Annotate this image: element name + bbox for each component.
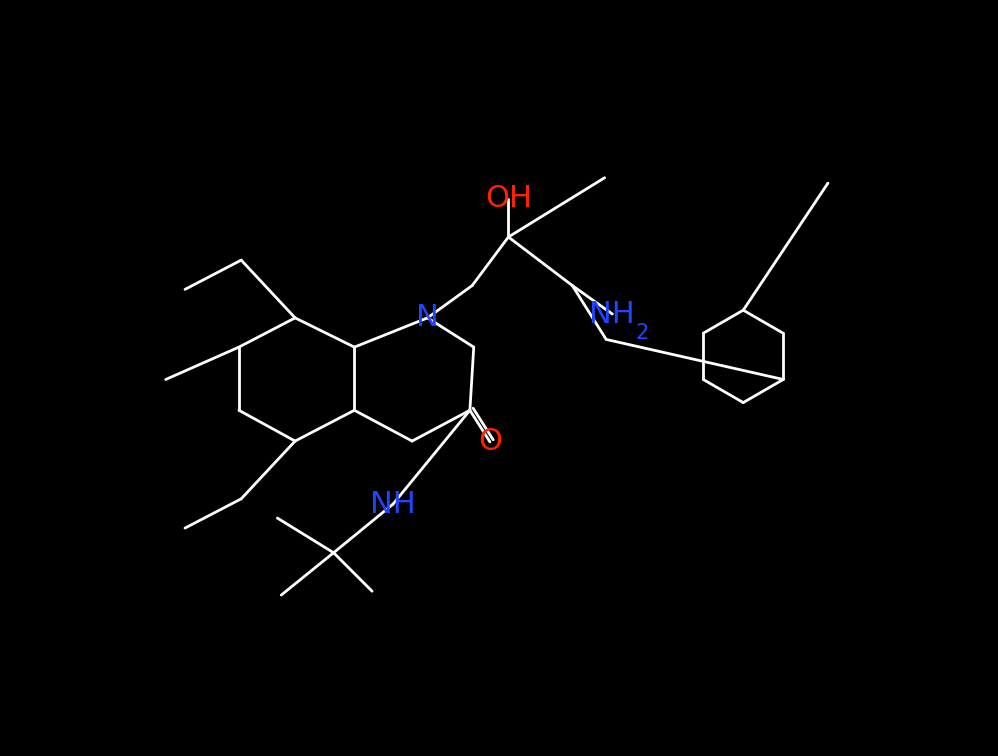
Text: NH: NH	[370, 490, 416, 519]
Text: NH: NH	[590, 299, 635, 329]
Text: N: N	[416, 303, 439, 333]
Text: 2: 2	[636, 324, 649, 343]
Text: O: O	[478, 427, 502, 457]
Text: OH: OH	[485, 184, 532, 213]
